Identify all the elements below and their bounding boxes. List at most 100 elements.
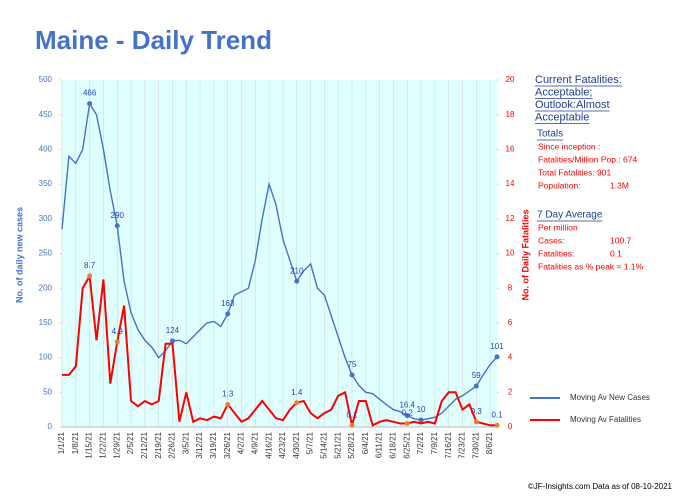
y-tick-label: 400 [39,145,53,154]
y2-axis-title: No. of Daily Fatalities [520,209,530,300]
y-tick-label: 200 [39,283,53,292]
x-tick-label: 5/21/21 [333,431,342,458]
point-marker [87,101,93,107]
x-tick-label: 5/14/21 [319,431,328,458]
panel-text: Total Fatalities: 901 [538,167,612,177]
x-tick-label: 6/25/21 [402,431,411,458]
point-marker [87,273,93,279]
legend-label: Moving Av New Cases [570,393,650,402]
data-label: 101 [490,342,504,351]
x-tick-label: 8/6/21 [485,431,494,454]
panel-value: 1.3M [610,180,629,190]
series-line [61,101,498,421]
panel-heading: Totals [537,129,563,140]
panel-text: Cases: [538,235,564,245]
data-label: 0.3 [471,407,483,416]
point-marker [494,422,500,428]
x-tick-label: 1/1/21 [57,431,66,454]
status-text: Outlook:Almost [535,99,610,111]
data-label: 0.2 [402,409,414,418]
y-tick-label: 150 [39,318,53,327]
point-marker [294,400,300,406]
footer: ©JF-Insights.com Data as of 08-10-2021 [528,482,673,491]
data-label: 466 [83,89,97,98]
status-text: Current Fatalities: [535,74,622,86]
point-marker [169,338,175,344]
x-tick-label: 7/23/21 [458,431,467,458]
data-label: 0.1 [491,410,503,419]
x-tick-label: 4/16/21 [264,431,273,458]
point-marker [294,278,300,284]
panel-value: 100.7 [610,235,632,245]
status-text: Acceptable [535,111,589,123]
x-tick-label: 5/7/21 [306,431,315,454]
data-label: 210 [290,266,304,275]
panel-value: 0.1 [610,248,622,258]
x-tick-label: 1/15/21 [85,431,94,458]
x-tick-label: 2/19/21 [154,431,163,458]
data-label: 4.9 [112,327,124,336]
data-label: 0.1 [346,410,358,419]
y2-tick-label: 4 [508,353,513,362]
point-marker [473,419,479,425]
data-label: 8.7 [84,261,96,270]
series-line [62,272,497,427]
x-tick-label: 3/5/21 [181,431,190,454]
panel-text: Fatalities/Million Pop.: 674 [538,154,637,164]
y2-tick-label: 0 [508,422,513,431]
y2-tick-label: 20 [506,75,515,84]
point-marker [404,413,410,419]
x-tick-label: 3/12/21 [195,431,204,458]
y-tick-label: 0 [48,422,53,431]
point-marker [349,422,355,428]
x-tick-label: 3/19/21 [209,431,218,458]
x-tick-label: 4/30/21 [292,431,301,458]
point-marker [225,311,231,317]
y-tick-label: 350 [39,179,53,188]
y2-tick-label: 12 [506,214,515,223]
panel-text: Population: [538,180,581,190]
data-label: 16.4 [399,401,415,410]
x-tick-label: 7/16/21 [444,431,453,458]
y2-tick-label: 16 [506,145,515,154]
x-tick-label: 4/9/21 [250,431,259,454]
x-tick-label: 6/4/21 [361,431,370,454]
point-marker [404,421,410,427]
y2-tick-label: 8 [508,283,513,292]
y-tick-label: 300 [39,214,53,223]
point-marker [418,417,424,423]
x-tick-label: 7/9/21 [430,431,439,454]
plot-area [62,80,497,427]
data-label: 124 [166,326,180,335]
y-tick-label: 50 [43,387,52,396]
point-marker [114,339,120,345]
x-tick-label: 5/28/21 [347,431,356,458]
x-tick-label: 4/2/21 [237,431,246,454]
x-tick-label: 7/30/21 [471,431,480,458]
panel-text: Since inception : [538,141,600,151]
y2-tick-label: 10 [506,249,515,258]
data-label: 1.4 [291,388,303,397]
y2-tick-label: 2 [508,387,513,396]
status-text: Acceptable; [535,86,592,98]
y2-tick-label: 14 [506,179,515,188]
y2-tick-label: 18 [506,110,515,119]
data-label: 75 [348,360,357,369]
y-tick-label: 100 [39,353,53,362]
x-tick-label: 6/18/21 [389,431,398,458]
data-label: 1.3 [222,390,234,399]
x-tick-label: 7/2/21 [416,431,425,454]
x-tick-label: 2/26/21 [168,431,177,458]
x-tick-label: 3/26/21 [223,431,232,458]
y-tick-label: 500 [39,75,53,84]
y-tick-label: 450 [39,110,53,119]
panel-heading: 7 Day Average [537,210,603,221]
point-marker [494,354,500,360]
point-marker [225,401,231,407]
x-tick-label: 4/23/21 [278,431,287,458]
x-tick-label: 2/12/21 [140,431,149,458]
panel-text: Fatalities as % peak = 1.1% [538,261,644,271]
data-label: 10 [417,405,426,414]
x-tick-label: 1/8/21 [71,431,80,454]
